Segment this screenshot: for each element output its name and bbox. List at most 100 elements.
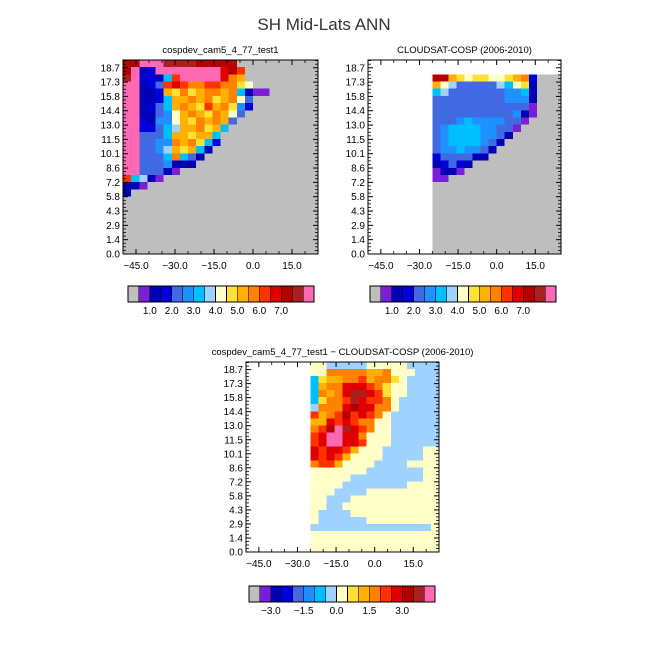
heatmap-cell — [512, 210, 522, 219]
heatmap-cell — [139, 103, 148, 111]
heatmap-cell — [269, 117, 278, 126]
heatmap-cell — [334, 502, 343, 511]
heatmap-cell — [520, 74, 530, 82]
heatmap-cell — [269, 131, 278, 140]
y-tick-label: 14.4 — [346, 106, 366, 117]
heatmap-cell — [440, 167, 449, 176]
heatmap-cell — [390, 453, 400, 461]
heatmap-cell — [480, 174, 490, 183]
heatmap-cell — [123, 153, 132, 161]
heatmap-cell — [123, 203, 132, 212]
heatmap-cell — [171, 95, 181, 104]
heatmap-cell — [544, 117, 554, 126]
heatmap-cell — [293, 210, 303, 219]
heatmap-cell — [204, 203, 213, 212]
heatmap-cell — [414, 369, 424, 377]
heatmap-cell — [188, 196, 197, 205]
heatmap-cell — [504, 124, 514, 133]
heatmap-cell — [212, 174, 221, 183]
colorbar-swatch — [182, 285, 194, 303]
heatmap-cell — [520, 218, 530, 226]
heatmap-cell — [406, 383, 416, 391]
heatmap-cell — [269, 232, 278, 241]
heatmap-cell — [212, 146, 221, 154]
y-tick-label: 7.2 — [106, 178, 120, 189]
heatmap-cell — [301, 124, 311, 133]
heatmap-cell — [342, 488, 351, 497]
heatmap-cell — [261, 196, 270, 205]
heatmap-cell — [334, 488, 343, 497]
heatmap-cell — [366, 397, 376, 405]
heatmap-cell — [342, 481, 351, 490]
heatmap-cell — [456, 110, 465, 118]
heatmap-cell — [448, 218, 457, 226]
heatmap-cell — [253, 131, 262, 140]
heatmap-cell — [244, 131, 254, 140]
heatmap-cell — [171, 139, 181, 147]
heatmap-cell — [536, 182, 546, 190]
heatmap-cell — [406, 537, 416, 546]
heatmap-cell — [504, 131, 514, 140]
heatmap-cell — [430, 418, 440, 426]
heatmap-cell — [179, 182, 189, 190]
heatmap-cell — [212, 210, 221, 219]
heatmap-cell — [139, 153, 148, 161]
heatmap-cell — [123, 131, 132, 140]
heatmap-cell — [350, 481, 359, 490]
colorbar-swatch — [171, 285, 183, 303]
heatmap-cell — [139, 88, 148, 97]
heatmap-cell — [123, 246, 132, 255]
heatmap-cell — [244, 117, 254, 126]
heatmap-cell — [440, 103, 449, 111]
heatmap-cell — [236, 131, 246, 140]
heatmap-cell — [139, 203, 148, 212]
heatmap-cell — [293, 203, 303, 212]
heatmap-cell — [147, 74, 156, 82]
heatmap-cell — [188, 81, 197, 90]
heatmap-cell — [440, 246, 449, 255]
heatmap-cell — [228, 167, 238, 176]
heatmap-cell — [212, 103, 221, 111]
heatmap-cell — [520, 88, 530, 97]
heatmap-cell — [422, 397, 432, 405]
heatmap-cell — [350, 530, 359, 539]
heatmap-cells — [123, 60, 319, 255]
heatmap-cell — [552, 146, 562, 154]
heatmap-cell — [448, 225, 457, 233]
heatmap-cell — [236, 246, 246, 255]
heatmap-cell — [163, 110, 173, 118]
heatmap-cell — [342, 516, 351, 525]
heatmap-cell — [188, 67, 197, 75]
heatmap-cell — [464, 167, 473, 176]
heatmap-cell — [480, 117, 490, 126]
heatmap-cell — [147, 139, 156, 147]
heatmap-cell — [430, 523, 440, 532]
heatmap-cell — [253, 239, 262, 248]
colorbar-label: 2.0 — [407, 306, 421, 317]
heatmap-cell — [131, 167, 140, 176]
heatmap-cell — [374, 509, 384, 518]
heatmap-cell — [536, 218, 546, 226]
heatmap-cell — [171, 174, 181, 183]
heatmap-cell — [309, 225, 319, 233]
heatmap-cell — [293, 81, 303, 90]
heatmap-cell — [293, 174, 303, 183]
heatmap-cell — [350, 425, 359, 433]
heatmap-cell — [131, 139, 140, 147]
heatmap-cell — [390, 544, 400, 553]
heatmap-cell — [285, 131, 295, 140]
heatmap-cell — [414, 530, 424, 539]
heatmap-cell — [422, 537, 432, 546]
heatmap-cell — [448, 210, 457, 219]
heatmap-cell — [544, 81, 554, 90]
heatmap-cell — [147, 239, 156, 248]
heatmap-cell — [301, 160, 311, 169]
heatmap-cell — [310, 509, 319, 518]
heatmap-cell — [196, 225, 205, 233]
heatmap-cell — [228, 146, 238, 154]
heatmap-cell — [366, 446, 376, 454]
heatmap-cell — [244, 218, 254, 226]
heatmap-cell — [188, 103, 197, 111]
heatmap-cell — [456, 103, 465, 111]
heatmap-cell — [301, 103, 311, 111]
